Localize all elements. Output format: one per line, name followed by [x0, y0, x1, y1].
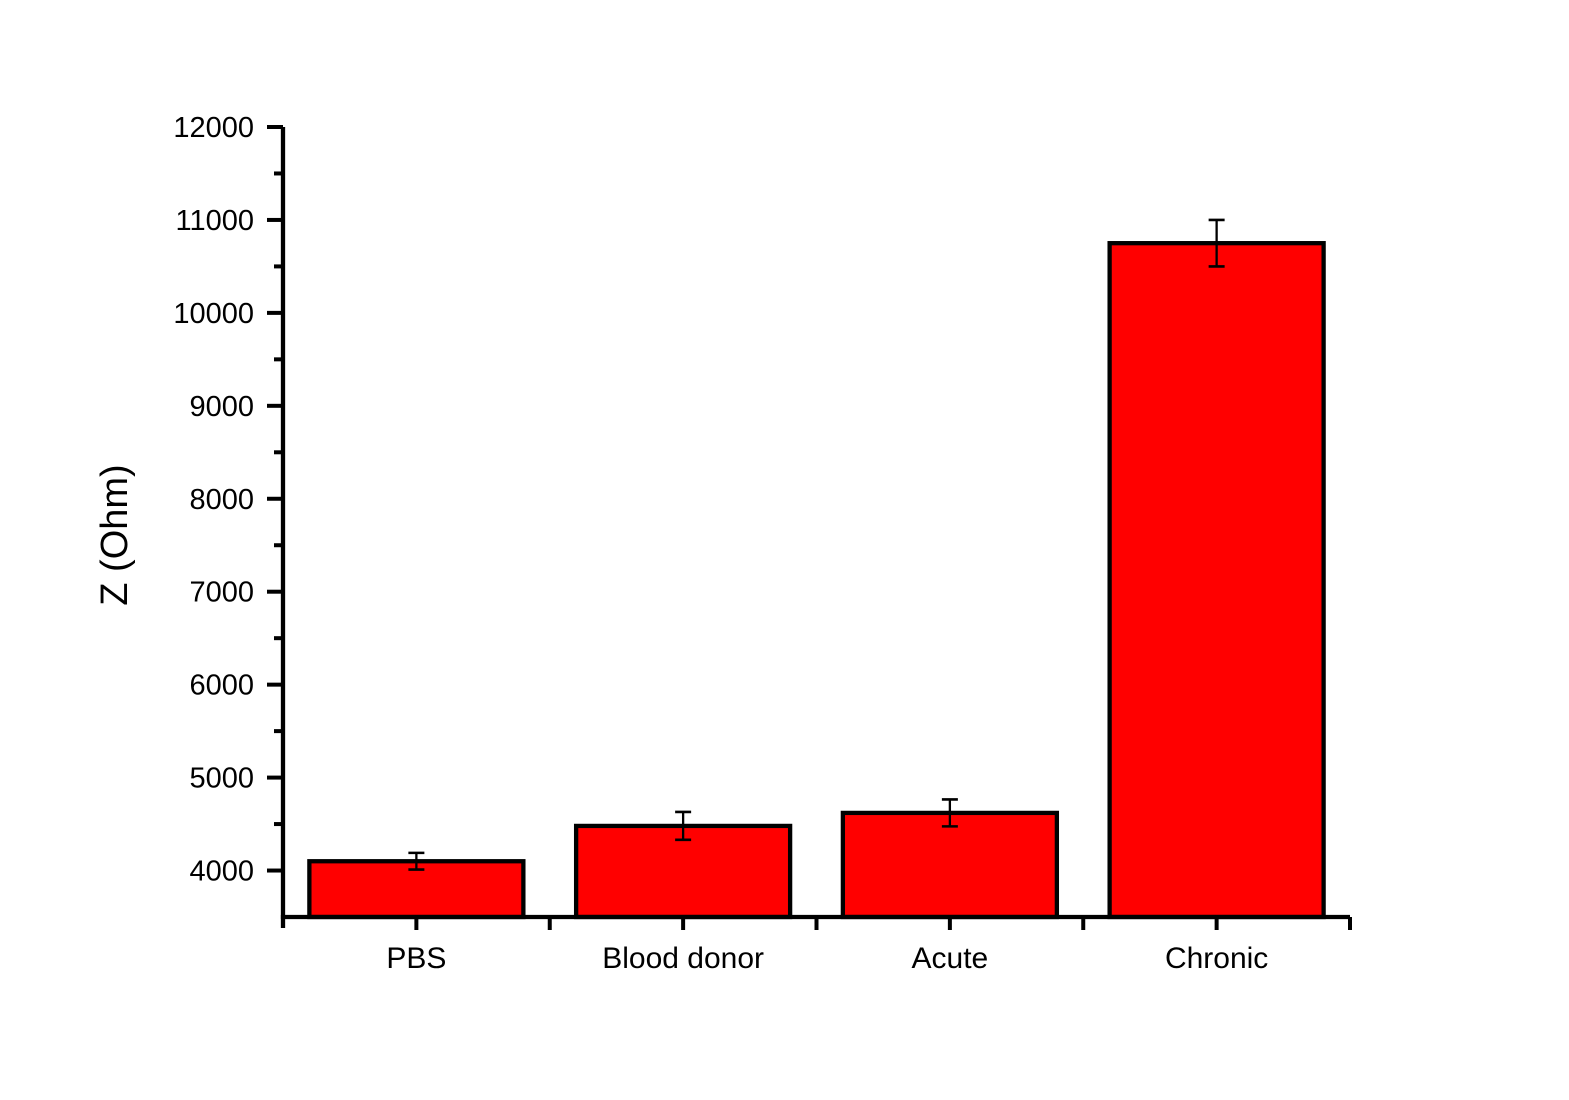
error-bar-blood-donor	[675, 810, 692, 842]
x-category-label-pbs: PBS	[386, 942, 446, 975]
y-tick-label-11000: 11000	[176, 205, 255, 237]
x-category-label-acute: Acute	[912, 942, 989, 975]
y-tick-label-8000: 8000	[189, 484, 254, 516]
bar-acute	[840, 810, 1060, 920]
y-tick-label-6000: 6000	[189, 670, 254, 702]
x-category-label-chronic: Chronic	[1165, 942, 1268, 975]
bar-chronic	[1107, 241, 1326, 920]
error-bar-acute	[941, 798, 958, 828]
error-bar-chronic	[1208, 218, 1225, 268]
error-bar-pbs	[408, 851, 425, 871]
x-category-label-blood-donor: Blood donor	[602, 942, 764, 975]
y-tick-label-4000: 4000	[189, 856, 254, 888]
y-axis-title: Z (Ohm)	[94, 464, 136, 605]
y-tick-label-9000: 9000	[189, 391, 254, 423]
y-tick-label-12000: 12000	[173, 112, 254, 144]
y-tick-label-5000: 5000	[189, 763, 254, 795]
y-tick-label-10000: 10000	[173, 298, 254, 330]
y-tick-label-7000: 7000	[189, 577, 254, 609]
